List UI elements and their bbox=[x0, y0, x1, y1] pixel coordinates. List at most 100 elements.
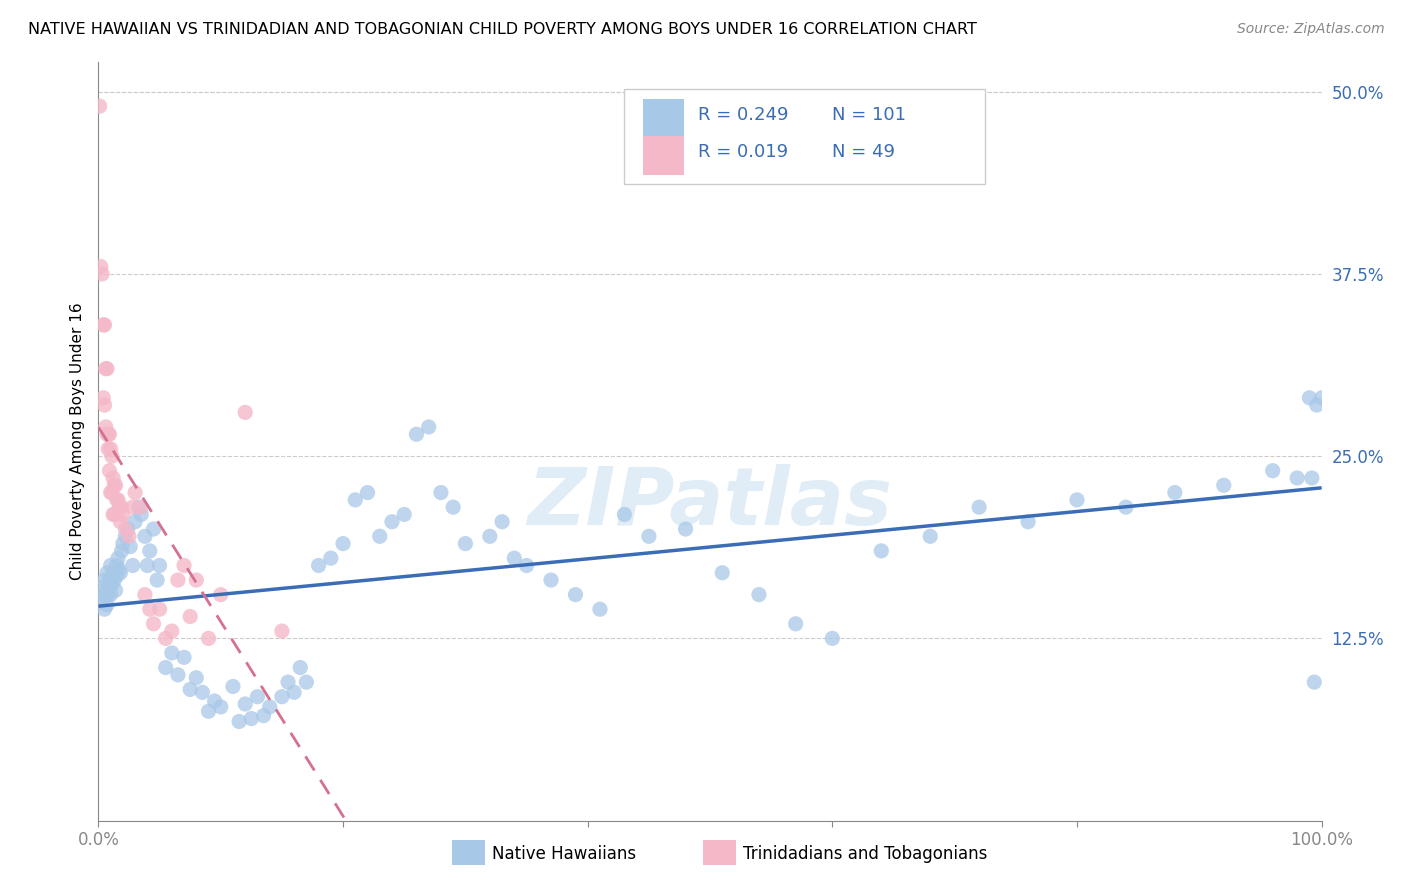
Point bbox=[1301, 471, 1323, 485]
Point bbox=[430, 485, 453, 500]
Point bbox=[96, 566, 118, 580]
Point bbox=[259, 699, 281, 714]
Point bbox=[101, 566, 124, 580]
Point bbox=[1306, 398, 1329, 412]
Point bbox=[503, 551, 526, 566]
Point bbox=[186, 671, 208, 685]
Point bbox=[136, 558, 159, 573]
Point bbox=[1298, 391, 1320, 405]
Point bbox=[91, 588, 114, 602]
Point bbox=[344, 492, 367, 507]
Point bbox=[93, 602, 115, 616]
Text: Source: ZipAtlas.com: Source: ZipAtlas.com bbox=[1237, 22, 1385, 37]
Point bbox=[540, 573, 562, 587]
Point bbox=[110, 515, 132, 529]
Point bbox=[101, 508, 124, 522]
Point bbox=[564, 588, 586, 602]
Point bbox=[179, 682, 201, 697]
Point bbox=[197, 632, 219, 646]
Point bbox=[252, 708, 274, 723]
Point bbox=[441, 500, 464, 515]
FancyBboxPatch shape bbox=[643, 136, 685, 176]
Point bbox=[142, 616, 165, 631]
Point bbox=[98, 464, 121, 478]
Point bbox=[821, 632, 844, 646]
Point bbox=[117, 522, 139, 536]
Point bbox=[167, 573, 190, 587]
Point bbox=[711, 566, 734, 580]
Point bbox=[332, 536, 354, 550]
Point bbox=[246, 690, 269, 704]
Point bbox=[142, 522, 165, 536]
Point bbox=[114, 522, 136, 536]
Text: R = 0.249: R = 0.249 bbox=[697, 106, 789, 124]
Point bbox=[515, 558, 537, 573]
Point bbox=[160, 624, 183, 639]
Y-axis label: Child Poverty Among Boys Under 16: Child Poverty Among Boys Under 16 bbox=[69, 302, 84, 581]
Point bbox=[110, 566, 132, 580]
Point bbox=[1310, 391, 1333, 405]
Point bbox=[124, 485, 146, 500]
Point bbox=[209, 699, 232, 714]
Point bbox=[319, 551, 342, 566]
Point bbox=[100, 442, 122, 456]
Point bbox=[270, 624, 294, 639]
Point bbox=[277, 675, 299, 690]
Point bbox=[97, 442, 120, 456]
Point bbox=[209, 588, 232, 602]
Point bbox=[121, 500, 143, 515]
Point bbox=[1017, 515, 1039, 529]
Point bbox=[97, 588, 120, 602]
Point bbox=[101, 449, 124, 463]
Point bbox=[197, 704, 219, 718]
Point bbox=[107, 492, 129, 507]
Point bbox=[134, 529, 156, 543]
Point bbox=[111, 508, 134, 522]
Point bbox=[105, 492, 128, 507]
Point bbox=[98, 427, 121, 442]
Point bbox=[139, 544, 162, 558]
Point bbox=[204, 694, 226, 708]
Point bbox=[105, 558, 128, 573]
Point bbox=[94, 420, 117, 434]
Point bbox=[129, 500, 152, 515]
Point bbox=[173, 650, 195, 665]
Text: Native Hawaiians: Native Hawaiians bbox=[492, 846, 637, 863]
Point bbox=[90, 260, 112, 274]
Point bbox=[356, 485, 378, 500]
Point bbox=[233, 405, 256, 419]
Point bbox=[97, 580, 120, 594]
Point bbox=[967, 500, 990, 515]
Point bbox=[1164, 485, 1187, 500]
Point bbox=[120, 540, 142, 554]
Point bbox=[222, 680, 245, 694]
Point bbox=[637, 529, 661, 543]
Point bbox=[103, 573, 125, 587]
FancyBboxPatch shape bbox=[643, 99, 685, 138]
Point bbox=[94, 361, 117, 376]
FancyBboxPatch shape bbox=[624, 89, 986, 184]
Point bbox=[111, 536, 134, 550]
Point bbox=[589, 602, 612, 616]
Point bbox=[108, 500, 131, 515]
Point bbox=[101, 485, 124, 500]
Point bbox=[101, 471, 124, 485]
Text: NATIVE HAWAIIAN VS TRINIDADIAN AND TOBAGONIAN CHILD POVERTY AMONG BOYS UNDER 16 : NATIVE HAWAIIAN VS TRINIDADIAN AND TOBAG… bbox=[28, 22, 977, 37]
Point bbox=[146, 573, 169, 587]
Point bbox=[100, 588, 122, 602]
Point bbox=[101, 577, 124, 591]
Point bbox=[94, 588, 117, 602]
Point bbox=[368, 529, 391, 543]
Point bbox=[90, 595, 112, 609]
Point bbox=[91, 318, 114, 332]
Point bbox=[381, 515, 404, 529]
Point bbox=[100, 558, 122, 573]
Text: R = 0.019: R = 0.019 bbox=[697, 143, 787, 161]
Point bbox=[240, 712, 263, 726]
FancyBboxPatch shape bbox=[703, 839, 735, 865]
Point bbox=[96, 427, 118, 442]
Point bbox=[124, 515, 146, 529]
Point bbox=[454, 536, 477, 550]
Point bbox=[290, 660, 312, 674]
Point bbox=[118, 529, 141, 543]
